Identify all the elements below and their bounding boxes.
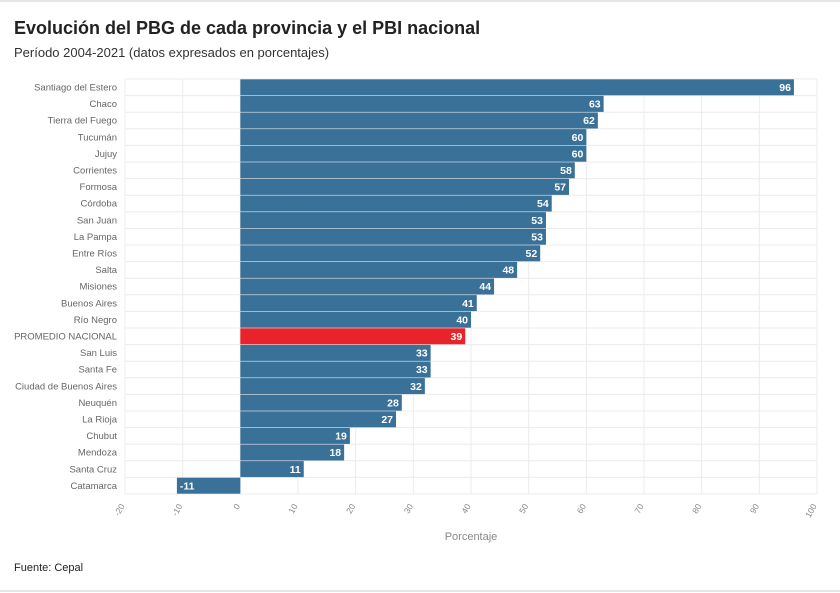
bottom-rule (0, 590, 840, 592)
bar (240, 145, 587, 162)
bar (240, 461, 304, 478)
category-labels: Santiago del Estero Chaco Tierra del Fuego… (14, 83, 118, 492)
x-tick-label: -10 (170, 502, 185, 518)
bar-value-label: 27 (381, 414, 393, 426)
category-label: Santa Cruz (69, 464, 117, 475)
bar-value-label: 18 (329, 447, 341, 459)
bar (176, 477, 241, 494)
bar-value-label: 32 (410, 381, 422, 393)
category-label: Misiones (80, 282, 118, 293)
bars: 9663626060585754535352484441403933333228… (176, 79, 794, 494)
bar-chart: 9663626060585754535352484441403933333228… (14, 78, 819, 543)
x-axis-title: Porcentaje (445, 531, 498, 543)
bar (240, 228, 546, 245)
bar (240, 328, 466, 345)
category-label: Santiago del Estero (34, 83, 117, 94)
bar (240, 361, 431, 378)
bar (240, 162, 575, 179)
bar-value-label: 33 (416, 364, 428, 376)
bar-value-label: 40 (456, 314, 468, 326)
bar-value-label: 33 (416, 348, 428, 360)
bar-value-label: 58 (560, 165, 572, 177)
category-label: La Pampa (74, 232, 118, 243)
bar-value-label: 60 (572, 132, 584, 144)
bar-value-label: 53 (531, 215, 543, 227)
x-tick-label: -20 (112, 502, 127, 518)
bar (240, 411, 397, 428)
top-rule (0, 0, 840, 2)
x-tick-label: 80 (690, 502, 704, 515)
category-label: La Rioja (82, 415, 118, 426)
category-label: Chubut (86, 431, 117, 442)
bar (240, 295, 477, 312)
bar (240, 245, 541, 262)
bar (240, 311, 471, 328)
bar (240, 394, 402, 411)
chart-subtitle: Período 2004-2021 (datos expresados en p… (14, 45, 330, 60)
bar (240, 378, 425, 395)
category-label: Buenos Aires (61, 298, 117, 309)
category-label: Neuquén (78, 398, 117, 409)
x-tick-label: 100 (803, 502, 819, 520)
bar (240, 95, 604, 112)
category-label: Entre Ríos (72, 249, 117, 260)
bar-value-label: 62 (583, 115, 595, 127)
category-label: San Luis (80, 348, 117, 359)
bar-value-label: 44 (479, 281, 491, 293)
x-tick-label: 0 (231, 502, 242, 511)
bar (240, 112, 598, 129)
bar (240, 79, 794, 96)
bar-value-label: 48 (502, 265, 514, 277)
bar (240, 212, 546, 229)
category-label: San Juan (77, 215, 117, 226)
bar-value-label: 39 (451, 331, 463, 343)
bar-value-label: 63 (589, 99, 601, 111)
category-label: Tucumán (78, 132, 117, 143)
category-label: Ciudad de Buenos Aires (15, 381, 117, 392)
bar (240, 261, 518, 278)
category-label: Tierra del Fuego (48, 116, 117, 127)
x-tick-label: 70 (632, 502, 646, 515)
bar (240, 178, 570, 195)
bar-value-label: 52 (526, 248, 538, 260)
category-label: Corrientes (73, 166, 117, 177)
source-note: Fuente: Cepal (14, 562, 84, 574)
bar-value-label: 96 (779, 82, 791, 94)
category-label: Río Negro (74, 315, 117, 326)
bar-value-label: 11 (290, 464, 301, 476)
x-tick-label: 40 (459, 502, 473, 515)
category-label: Córdoba (81, 199, 118, 210)
category-label: Jujuy (95, 149, 117, 160)
category-label: Catamarca (71, 481, 118, 492)
bar-value-label: 60 (572, 148, 584, 160)
bar-value-label: 57 (554, 182, 566, 194)
x-tick-label: 60 (575, 502, 589, 515)
bar-value-label: 41 (462, 298, 474, 310)
x-tick-label: 20 (344, 502, 358, 515)
category-label: Chaco (90, 99, 117, 110)
bar-value-label: -11 (180, 480, 195, 492)
bar (240, 129, 587, 146)
bar (240, 444, 345, 461)
category-label: Mendoza (78, 448, 118, 459)
x-tick-label: 90 (748, 502, 762, 515)
bar (240, 278, 495, 295)
chart-title: Evolución del PBG de cada provincia y el… (14, 18, 481, 38)
x-tick-labels: -20 -10 0 10 20 30 40 50 60 70 80 90 100 (112, 502, 819, 520)
category-label: PROMEDIO NACIONAL (14, 332, 117, 343)
bar (240, 195, 552, 212)
x-tick-label: 30 (402, 502, 416, 515)
bar-value-label: 54 (537, 198, 549, 210)
bar-value-label: 19 (335, 431, 347, 443)
x-tick-label: 10 (286, 502, 300, 515)
category-label: Santa Fe (78, 365, 117, 376)
x-tick-label: 50 (517, 502, 531, 515)
category-label: Salta (95, 265, 117, 276)
bar-value-label: 53 (531, 231, 543, 243)
bar (240, 427, 350, 444)
category-label: Formosa (80, 182, 118, 193)
bar-value-label: 28 (387, 397, 399, 409)
bar (240, 344, 431, 361)
